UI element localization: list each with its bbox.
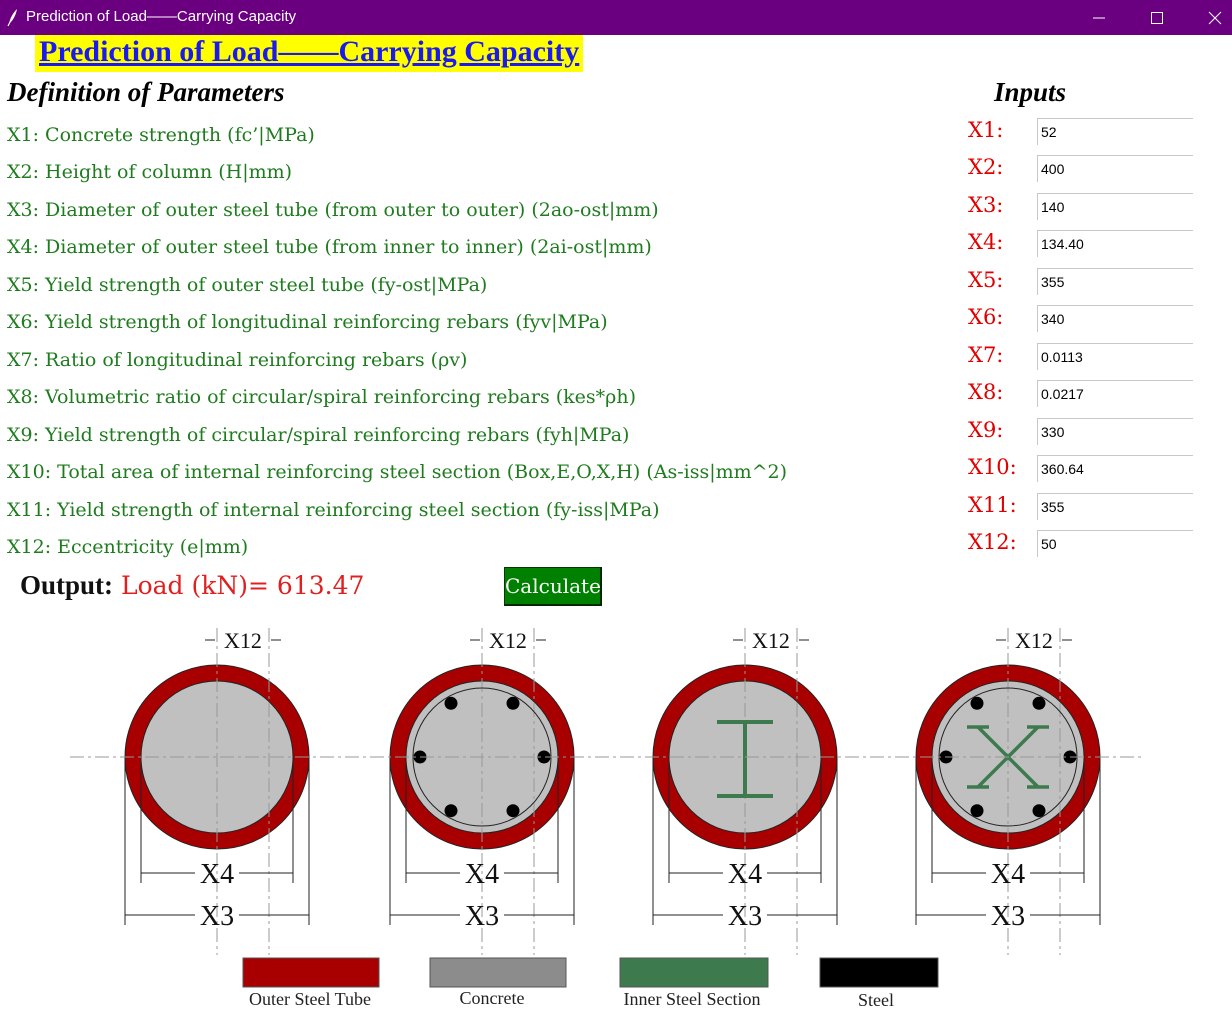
input-label-x3: X3:	[968, 193, 1004, 217]
output-value: Load (kN)= 613.47	[121, 571, 365, 600]
x3-label: X3	[465, 901, 499, 932]
input-label-x10: X10:	[968, 455, 1017, 479]
definition-x2: X2: Height of column (H|mm)	[7, 161, 293, 183]
longitudinal-rebar	[506, 696, 520, 710]
definition-x11: X11: Yield strength of internal reinforc…	[7, 499, 660, 521]
input-x9[interactable]	[1037, 418, 1193, 445]
cross-section-diagram: X12 X4 X3 X12 X4 X3 X12 X4 X3 X12 X4 X3 Outer Steel…	[70, 628, 1143, 1010]
feather-icon	[6, 7, 20, 27]
x12-label: X12	[1015, 628, 1053, 653]
legend-swatch-inner-steel-section	[619, 957, 769, 988]
close-icon	[1208, 11, 1222, 25]
x12-label: X12	[224, 628, 262, 653]
output-label: Output:	[20, 570, 114, 600]
input-x8[interactable]	[1037, 380, 1193, 407]
input-x11[interactable]	[1037, 493, 1193, 520]
input-x4[interactable]	[1037, 230, 1193, 257]
calculate-button[interactable]: Calculate	[504, 567, 602, 606]
maximize-button[interactable]	[1128, 0, 1186, 35]
input-x10[interactable]	[1037, 455, 1193, 482]
input-x6[interactable]	[1037, 305, 1193, 332]
x3-label: X3	[728, 901, 762, 932]
input-label-x6: X6:	[968, 305, 1004, 329]
longitudinal-rebar	[537, 750, 551, 764]
page-heading: Prediction of Load——Carrying Capacity	[35, 35, 584, 72]
legend-label-concrete: Concrete	[460, 988, 525, 1008]
inputs-title: Inputs	[994, 77, 1067, 107]
longitudinal-rebar	[444, 804, 458, 818]
definition-x1: X1: Concrete strength (fc’|MPa)	[7, 124, 315, 146]
longitudinal-rebar	[970, 696, 984, 710]
x3-label: X3	[200, 901, 234, 932]
input-label-x11: X11:	[968, 493, 1017, 517]
definition-x8: X8: Volumetric ratio of circular/spiral …	[7, 386, 636, 408]
longitudinal-rebar	[444, 696, 458, 710]
input-label-x12: X12:	[968, 530, 1017, 554]
cross-section-arm	[976, 755, 1010, 789]
input-label-x4: X4:	[968, 230, 1004, 254]
longitudinal-rebar	[970, 804, 984, 818]
maximize-icon	[1151, 12, 1163, 24]
definition-x6: X6: Yield strength of longitudinal reinf…	[7, 311, 608, 333]
cross-section-arm	[1006, 725, 1040, 759]
longitudinal-rebar	[1032, 696, 1046, 710]
x12-label: X12	[489, 628, 527, 653]
legend-swatch-outer-steel-tube	[242, 957, 380, 988]
definition-x4: X4: Diameter of outer steel tube (from i…	[7, 236, 652, 258]
definitions-title: Definition of Parameters	[7, 77, 285, 107]
x12-label: X12	[752, 628, 790, 653]
x3-label: X3	[991, 901, 1025, 932]
minimize-icon	[1093, 17, 1105, 19]
legend-label-outer-steel-tube: Outer Steel Tube	[249, 989, 371, 1009]
input-x3[interactable]	[1037, 193, 1193, 220]
window-title: Prediction of Load——Carrying Capacity	[26, 8, 297, 25]
cross-section-arm	[1006, 755, 1040, 789]
x4-label: X4	[465, 859, 499, 890]
legend-swatch-steel	[819, 957, 939, 988]
definition-x5: X5: Yield strength of outer steel tube (…	[7, 274, 488, 296]
legend-swatch-concrete	[429, 957, 567, 988]
definition-x10: X10: Total area of internal reinforcing …	[7, 461, 788, 483]
x4-label: X4	[200, 859, 234, 890]
input-x2[interactable]	[1037, 155, 1193, 182]
input-label-x1: X1:	[968, 118, 1004, 142]
legend-label-steel: Steel	[858, 990, 894, 1010]
legend-label-inner-steel-section: Inner Steel Section	[624, 989, 761, 1009]
input-x1[interactable]	[1037, 118, 1193, 145]
close-button[interactable]	[1186, 0, 1232, 35]
input-label-x2: X2:	[968, 155, 1004, 179]
title-bar: Prediction of Load——Carrying Capacity	[0, 0, 1232, 35]
definition-x3: X3: Diameter of outer steel tube (from o…	[7, 199, 659, 221]
input-label-x9: X9:	[968, 418, 1004, 442]
input-x12[interactable]	[1037, 530, 1193, 557]
definition-x9: X9: Yield strength of circular/spiral re…	[7, 424, 630, 446]
definition-x12: X12: Eccentricity (e|mm)	[7, 536, 249, 558]
minimize-button[interactable]	[1070, 0, 1128, 35]
input-x5[interactable]	[1037, 268, 1193, 295]
x4-label: X4	[728, 859, 762, 890]
input-label-x8: X8:	[968, 380, 1004, 404]
x4-label: X4	[991, 859, 1025, 890]
longitudinal-rebar	[1032, 804, 1046, 818]
longitudinal-rebar	[506, 804, 520, 818]
input-x7[interactable]	[1037, 343, 1193, 370]
definition-x7: X7: Ratio of longitudinal reinforcing re…	[7, 349, 468, 371]
input-label-x5: X5:	[968, 268, 1004, 292]
cross-section-arm	[976, 725, 1010, 759]
input-label-x7: X7:	[968, 343, 1004, 367]
